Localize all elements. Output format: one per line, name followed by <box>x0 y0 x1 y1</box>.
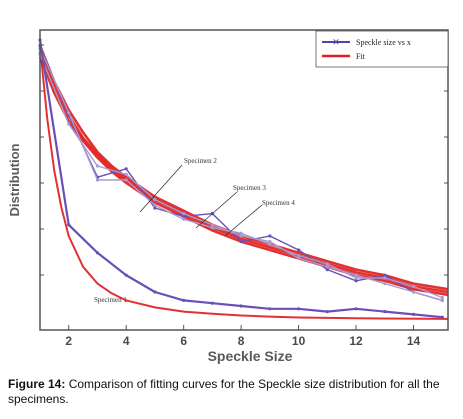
data-point-2-10 <box>297 256 301 260</box>
legend: ✕ Speckle size vs x Fit <box>315 30 449 68</box>
data-point-1-12 <box>354 279 358 283</box>
data-point-1-4 <box>124 167 128 171</box>
data-point-4-6 <box>182 298 186 302</box>
data-point-2-3 <box>95 164 100 168</box>
data-point-3-7 <box>210 226 214 230</box>
data-point-2-15 <box>440 298 444 302</box>
y-axis-title: Distribution <box>7 143 22 216</box>
data-point-2-9 <box>268 240 272 244</box>
x-tick-label-2: 2 <box>65 334 72 348</box>
fit-curve-4 <box>39 45 449 320</box>
x-tick-label-4: 4 <box>123 334 130 348</box>
data-point-4-10 <box>297 307 301 311</box>
data-point-1-9 <box>268 234 272 238</box>
data-point-1-6 <box>182 214 186 218</box>
legend-box <box>315 30 449 68</box>
data-point-4-14 <box>411 312 416 316</box>
data-point-3-2 <box>67 111 71 115</box>
data-point-3-4 <box>124 178 128 182</box>
pointer-specimen-2 <box>139 164 183 213</box>
fit-curve-1 <box>38 50 449 294</box>
pointer-specimen-3 <box>195 191 238 229</box>
data-point-2-11 <box>325 265 329 269</box>
figure-caption-text: Comparison of fitting curves for the Spe… <box>8 377 440 406</box>
data-point-2-5 <box>153 198 157 202</box>
data-point-4-8 <box>239 304 243 308</box>
data-point-3-6 <box>182 217 186 221</box>
data-point-3-12 <box>354 276 358 280</box>
x-tick-label-14: 14 <box>407 334 421 348</box>
data-point-2-8 <box>239 234 243 238</box>
data-point-4-9 <box>268 307 272 311</box>
data-point-3-13 <box>383 276 387 280</box>
data-point-3-15 <box>440 296 444 300</box>
pointer-specimen-4 <box>224 204 263 237</box>
data-point-3-5 <box>153 203 157 207</box>
data-point-4-4 <box>124 273 128 277</box>
data-point-1-10 <box>297 248 301 252</box>
fit-curve-3 <box>38 45 449 291</box>
figure-caption: Figure 14: Comparison of fitting curves … <box>8 377 458 407</box>
data-point-4-7 <box>210 301 214 305</box>
x-tick-label-12: 12 <box>349 334 363 348</box>
chart: 2 4 6 8 10 12 14 Speckle Size Distribution Spe… <box>7 29 449 364</box>
data-point-3-10 <box>297 254 301 258</box>
data-point-2-13 <box>383 282 387 286</box>
legend-marker-data: ✕ <box>332 37 340 47</box>
data-point-3-3 <box>95 178 100 182</box>
data-point-4-5 <box>153 290 157 294</box>
annotation-specimen-3: Specimen 3 <box>233 184 266 192</box>
annotation-specimen-1: Specimen 1 <box>94 296 127 304</box>
data-point-1-11 <box>325 268 329 272</box>
x-ticks: 2 4 6 8 10 12 14 <box>40 44 448 348</box>
data-point-1-13 <box>383 273 387 277</box>
data-point-3-14 <box>411 284 416 288</box>
data-series <box>38 38 444 319</box>
data-point-2-14 <box>411 290 416 294</box>
data-point-4-13 <box>383 310 387 314</box>
data-point-2-7 <box>210 223 214 227</box>
legend-label-fit: Fit <box>356 52 366 61</box>
data-point-4-15 <box>440 315 444 319</box>
annotation-pointers <box>139 164 263 237</box>
data-point-1-8 <box>239 240 243 244</box>
data-point-2-4 <box>124 172 128 176</box>
plot-frame <box>39 29 449 331</box>
data-point-4-11 <box>325 310 329 314</box>
data-point-3-8 <box>239 231 243 235</box>
data-point-2-6 <box>182 212 186 216</box>
annotation-specimen-2: Specimen 2 <box>184 157 217 165</box>
x-tick-label-10: 10 <box>292 334 306 348</box>
data-point-1-5 <box>153 206 157 210</box>
data-point-4-3 <box>95 251 100 255</box>
data-point-4-12 <box>354 307 358 311</box>
figure-label: Figure 14: <box>8 377 66 391</box>
data-point-2-2 <box>67 122 71 126</box>
x-axis-title: Speckle Size <box>208 348 293 364</box>
data-point-2-12 <box>354 273 358 277</box>
annotation-specimen-4: Specimen 4 <box>262 199 295 207</box>
data-point-3-11 <box>325 262 329 266</box>
x-tick-label-6: 6 <box>180 334 187 348</box>
x-tick-label-8: 8 <box>238 334 245 348</box>
data-point-3-9 <box>268 242 272 246</box>
legend-label-data: Speckle size vs x <box>356 38 411 47</box>
data-point-4-2 <box>67 223 71 227</box>
